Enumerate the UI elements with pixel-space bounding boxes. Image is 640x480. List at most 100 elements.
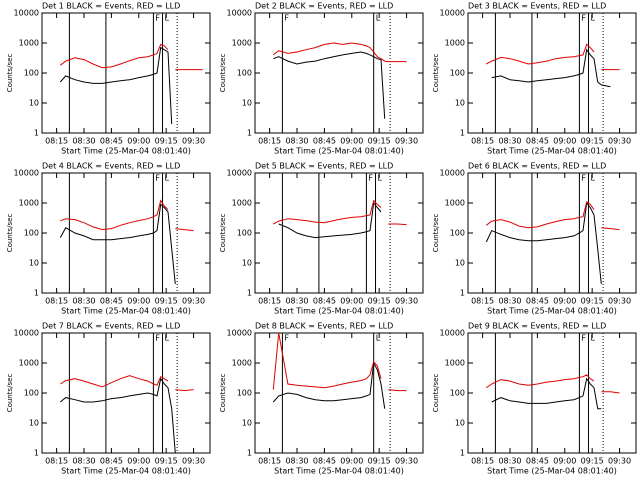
y-tick-label: 10000: [440, 9, 465, 18]
panel-title: Det 6 BLACK = Events, RED = LLD: [468, 162, 606, 171]
x-tick-label: 08:15: [471, 297, 494, 306]
y-tick-label: 100: [450, 229, 465, 238]
y-axis-label: Counts/sec: [219, 54, 227, 93]
x-tick-label: 08:45: [526, 297, 549, 306]
x-tick-label: 09:30: [608, 297, 631, 306]
y-tick-label: 1000: [232, 39, 252, 48]
series-line: [272, 42, 407, 63]
y-tick-label: 10: [242, 259, 252, 268]
annotation: L: [378, 174, 383, 183]
y-tick-label: 10: [29, 99, 39, 108]
x-axis-label: Start Time (25-Mar-04 08:01:40): [61, 307, 191, 316]
y-tick-label: 10: [242, 99, 252, 108]
y-tick-label: 1: [247, 289, 252, 298]
y-tick-label: 10: [242, 419, 252, 428]
annotation: F: [581, 174, 586, 183]
plot-frame: [41, 332, 211, 454]
x-tick-label: 08:30: [285, 457, 308, 466]
x-axis-label: Start Time (25-Mar-04 08:01:40): [487, 147, 617, 156]
y-axis-label: Counts/sec: [219, 214, 227, 253]
y-tick-label: 1: [34, 289, 39, 298]
x-tick-label: 09:00: [340, 297, 363, 306]
x-tick-label: 08:45: [100, 297, 123, 306]
y-tick-label: 100: [450, 69, 465, 78]
y-axis-label: Counts/sec: [219, 374, 227, 413]
plot-frame: [41, 12, 211, 134]
x-tick-label: 09:30: [395, 457, 418, 466]
series-line: [485, 201, 602, 285]
panel-title: Det 5 BLACK = Events, RED = LLD: [255, 162, 393, 171]
series-line: [272, 361, 386, 409]
y-tick-label: 1: [34, 449, 39, 458]
x-tick-label: 08:45: [313, 457, 336, 466]
x-tick-label: 08:15: [45, 457, 68, 466]
series-line: [60, 375, 194, 392]
annotation: F: [155, 334, 160, 343]
y-tick-label: 1000: [445, 199, 465, 208]
y-tick-label: 1000: [19, 199, 39, 208]
y-tick-label: 10000: [227, 329, 252, 338]
y-tick-label: 10000: [14, 9, 39, 18]
x-tick-label: 08:45: [526, 457, 549, 466]
x-tick-label: 08:15: [471, 137, 494, 146]
y-tick-label: 1: [34, 129, 39, 138]
series-line: [59, 377, 176, 454]
series-line: [491, 48, 611, 88]
panel-title: Det 3 BLACK = Events, RED = LLD: [468, 2, 606, 11]
x-tick-label: 08:45: [313, 137, 336, 146]
x-tick-label: 09:30: [395, 297, 418, 306]
x-tick-label: 09:30: [608, 137, 631, 146]
series-line: [485, 200, 620, 231]
x-tick-label: 08:30: [498, 457, 521, 466]
x-tick-label: 09:00: [127, 297, 150, 306]
x-tick-label: 08:30: [498, 137, 521, 146]
x-tick-label: 09:15: [368, 137, 391, 146]
series-line: [273, 51, 386, 119]
y-axis-label: Counts/sec: [432, 214, 440, 253]
series-line: [278, 201, 382, 239]
x-axis-label: Start Time (25-Mar-04 08:01:40): [274, 147, 404, 156]
series-line: [486, 43, 620, 71]
series-line: [60, 199, 194, 232]
x-tick-label: 09:15: [581, 137, 604, 146]
x-tick-label: 08:15: [258, 137, 281, 146]
panel-title: Det 8 BLACK = Events, RED = LLD: [255, 322, 393, 331]
y-tick-label: 10000: [227, 169, 252, 178]
annotation: L: [591, 174, 596, 183]
y-tick-label: 1000: [19, 359, 39, 368]
x-tick-label: 08:45: [100, 137, 123, 146]
series-line: [491, 377, 602, 410]
series-line: [272, 332, 407, 392]
annotation: L: [376, 14, 381, 23]
x-tick-label: 08:30: [72, 137, 95, 146]
x-tick-label: 09:15: [368, 457, 391, 466]
series-line: [59, 46, 173, 125]
y-tick-label: 100: [450, 389, 465, 398]
annotation: L: [591, 334, 596, 343]
x-tick-label: 09:15: [581, 297, 604, 306]
panel-title: Det 9 BLACK = Events, RED = LLD: [468, 322, 606, 331]
annotation: L: [376, 334, 381, 343]
series-line: [273, 199, 407, 226]
x-tick-label: 09:30: [182, 297, 205, 306]
annotation: F: [284, 14, 289, 23]
plot-frame: [467, 332, 637, 454]
annotation: F: [581, 14, 586, 23]
annotation: L: [165, 174, 170, 183]
x-tick-label: 09:00: [340, 137, 363, 146]
y-tick-label: 10: [29, 419, 39, 428]
y-axis-label: Counts/sec: [6, 374, 14, 413]
plot-frame: [254, 172, 424, 294]
annotation: L: [591, 14, 596, 23]
y-tick-label: 1: [460, 289, 465, 298]
x-tick-label: 08:45: [313, 297, 336, 306]
x-tick-label: 09:15: [155, 137, 178, 146]
y-axis-label: Counts/sec: [6, 214, 14, 253]
annotation: L: [165, 334, 170, 343]
y-tick-label: 100: [24, 69, 39, 78]
x-tick-label: 08:15: [258, 457, 281, 466]
y-tick-label: 10000: [14, 329, 39, 338]
x-tick-label: 09:15: [581, 457, 604, 466]
panel-title: Det 1 BLACK = Events, RED = LLD: [42, 2, 180, 11]
y-tick-label: 10000: [440, 169, 465, 178]
